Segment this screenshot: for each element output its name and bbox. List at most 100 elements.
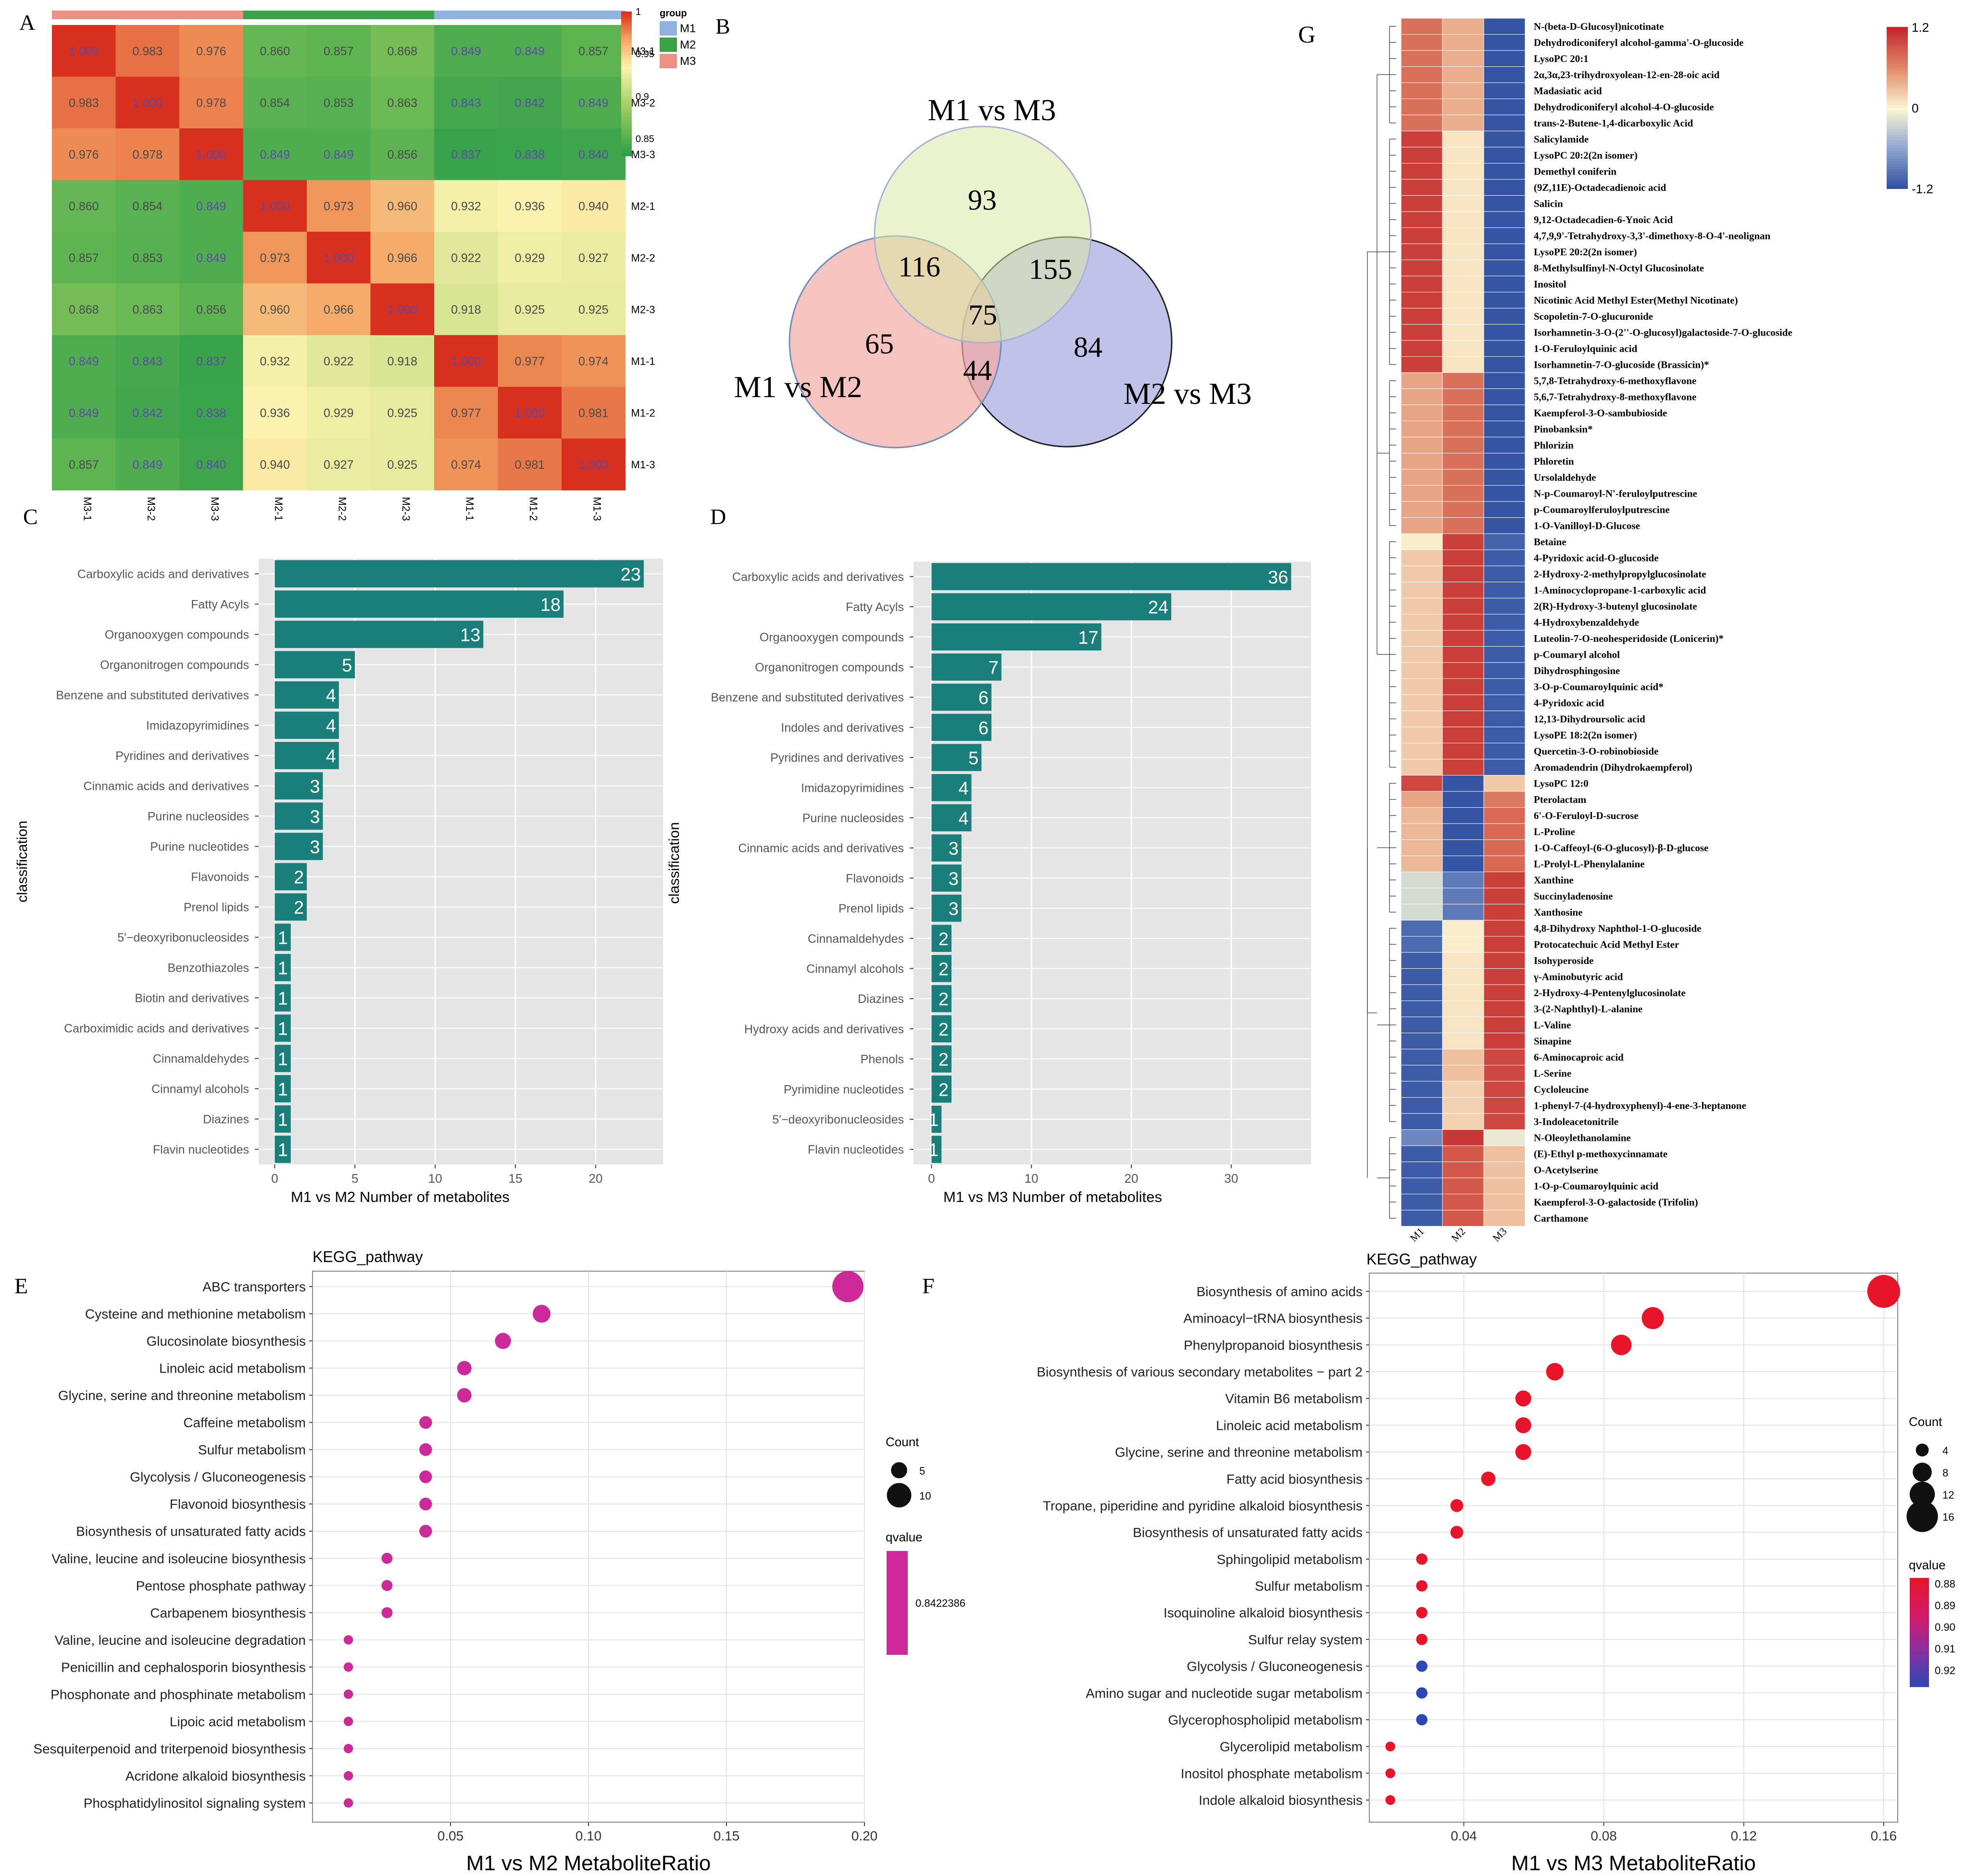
colorbar-segment [621, 98, 632, 101]
heatmap-cell [1401, 952, 1443, 969]
heatmap-cell [1401, 1113, 1443, 1130]
bar [931, 1045, 952, 1073]
heatmap-cell [1442, 743, 1484, 760]
colorbar-segment [1887, 140, 1908, 143]
bubble-point [1450, 1526, 1464, 1539]
heatmap-cell-label: 0.976 [69, 148, 99, 162]
bar [931, 713, 992, 741]
heatmap-cell [1401, 920, 1443, 937]
heatmap-cell [1483, 872, 1526, 888]
colorbar-tick-label: 1 [636, 7, 641, 17]
category-label: Organooxygen compounds [760, 631, 904, 644]
colorbar-segment [1887, 175, 1908, 178]
heatmap-cell [434, 438, 498, 490]
colorbar-segment [621, 132, 632, 135]
y-axis-label: classification [666, 822, 682, 904]
metabolite-label: Salicin [1534, 198, 1563, 209]
heatmap-cell [1483, 275, 1526, 292]
metabolite-label: 3-(2-Naphthyl)-L-alanine [1534, 1003, 1642, 1014]
colorbar-segment [1887, 142, 1908, 146]
heatmap-cell [498, 128, 562, 180]
heatmap-cell [307, 438, 371, 490]
bubble-point [1611, 1334, 1632, 1355]
heatmap-cell [1483, 324, 1526, 341]
bar [931, 774, 972, 801]
heatmap-cell [562, 128, 626, 180]
bubble-point [1416, 1580, 1428, 1592]
heatmap-cell [1483, 1145, 1526, 1162]
metabolite-label: N-p-Coumaroyl-N'-feruloylputrescine [1534, 488, 1697, 499]
pathway-label: Phosphonate and phosphinate metabolism [50, 1687, 306, 1702]
column-label: M2-3 [400, 497, 412, 521]
metabolite-label: Phlorizin [1534, 439, 1574, 451]
row-label: M1-3 [631, 459, 655, 471]
column-label: M3 [1490, 1225, 1509, 1244]
bubble-point [1416, 1660, 1428, 1672]
heatmap-cell [307, 76, 371, 129]
heatmap-cell [1442, 920, 1484, 937]
pathway-label: Pentose phosphate pathway [136, 1578, 306, 1593]
colorbar-tick-label: 0.85 [636, 134, 654, 145]
heatmap-cell [1401, 1177, 1443, 1194]
colorbar-segment [1887, 135, 1908, 138]
heatmap-cell [434, 76, 498, 129]
metabolite-label: Nicotinic Acid Methyl Ester(Methyl Nicot… [1534, 294, 1738, 306]
heatmap-cell [1483, 791, 1526, 808]
heatmap-cell-label: 0.843 [451, 96, 481, 110]
heatmap-cell [1483, 598, 1526, 614]
metabolite-label: 4,8-Dihydroxy Naphthol-1-O-glucoside [1534, 923, 1701, 934]
heatmap-cell [1442, 984, 1484, 1001]
heatmap-cell [1483, 630, 1526, 647]
heatmap-cell-label: 0.849 [196, 251, 226, 265]
heatmap-cell [1483, 50, 1526, 67]
metabolite-label: L-Prolyl-L-Phenylalanine [1534, 858, 1645, 870]
pathway-label: Inositol phosphate metabolism [1181, 1766, 1363, 1781]
bar-value-label: 3 [949, 899, 959, 919]
heatmap-cell [1442, 50, 1484, 67]
category-label: Diazines [203, 1113, 249, 1126]
heatmap-cell [1401, 501, 1443, 518]
heatmap-cell [434, 283, 498, 336]
heatmap-cell [1442, 485, 1484, 502]
bar [931, 1136, 942, 1163]
category-label: Benzene and substituted derivatives [56, 689, 249, 702]
heatmap-cell [434, 128, 498, 180]
color-legend-label: 0.92 [1935, 1664, 1955, 1676]
category-label: Carboxylic acids and derivatives [732, 570, 904, 584]
heatmap-cell [1401, 775, 1443, 792]
heatmap-cell [1483, 340, 1526, 357]
heatmap-cell [562, 180, 626, 232]
heatmap-cell [1401, 791, 1443, 808]
colorbar-segment [1887, 108, 1908, 111]
heatmap-cell [1442, 18, 1484, 35]
heatmap-cell [1401, 678, 1443, 695]
heatmap-cell [1442, 421, 1484, 438]
group-legend-swatch [660, 38, 677, 52]
heatmap-cell [1401, 533, 1443, 550]
heatmap-cell [115, 76, 180, 129]
heatmap-cell-label: 0.960 [387, 200, 417, 213]
color-legend-segment [1910, 1638, 1929, 1641]
heatmap-cell [498, 335, 562, 387]
bubble-point [1385, 1768, 1395, 1778]
heatmap-cell [1483, 517, 1526, 534]
color-legend-segment [1910, 1659, 1929, 1663]
bubble-point [457, 1361, 472, 1376]
heatmap-cell [370, 76, 435, 129]
colorbar-segment [621, 67, 632, 70]
heatmap-cell-label: 0.929 [324, 406, 354, 420]
color-legend-segment [1910, 1629, 1929, 1633]
colorbar-segment [621, 50, 632, 53]
colorbar-segment [621, 64, 632, 67]
pathway-label: Flavonoid biosynthesis [170, 1497, 306, 1512]
bar [275, 772, 323, 800]
metabolite-label: Madasiatic acid [1534, 85, 1602, 97]
panel-letter: F [922, 1274, 935, 1298]
heatmap-cell-label: 0.843 [132, 355, 163, 368]
heatmap-cell-label: 0.868 [69, 303, 99, 316]
colorbar-segment [1887, 27, 1908, 30]
metabolite-label: 5,6,7-Tetrahydroxy-8-methoxyflavone [1534, 391, 1696, 402]
colorbar-segment [1887, 150, 1908, 154]
category-label: Purine nucleosides [802, 812, 904, 825]
